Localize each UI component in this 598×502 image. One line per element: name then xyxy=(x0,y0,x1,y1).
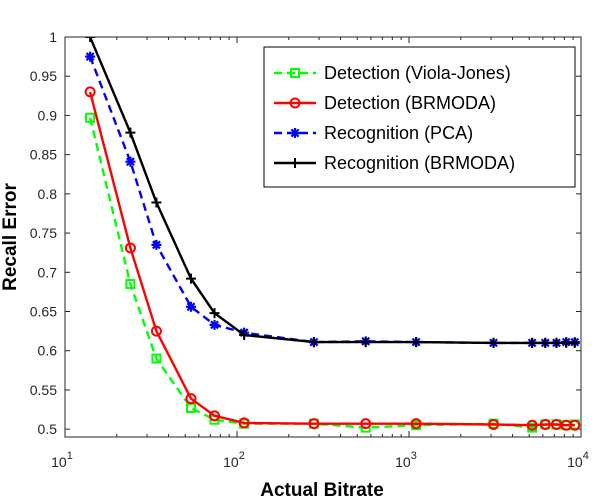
data-point xyxy=(150,325,162,337)
data-point xyxy=(488,337,499,348)
x-tick-exponent: 1 xyxy=(67,450,73,462)
x-tick-exponent: 3 xyxy=(411,450,417,462)
data-point xyxy=(85,51,96,62)
x-tick-exponent: 4 xyxy=(583,450,589,462)
y-axis-title: Recall Error xyxy=(0,183,21,291)
series-2 xyxy=(84,86,581,431)
data-point xyxy=(125,127,136,138)
data-point xyxy=(151,239,162,250)
y-axis-title-group: Recall Error xyxy=(0,183,21,291)
y-tick-label: 0.65 xyxy=(30,304,57,320)
y-tick-label: 1 xyxy=(49,29,57,45)
data-point xyxy=(125,156,136,167)
legend-label: Recognition (BRMODA) xyxy=(324,153,515,173)
data-point xyxy=(488,418,500,430)
series-4 xyxy=(85,37,580,348)
data-point xyxy=(84,86,96,98)
data-point xyxy=(308,418,320,430)
data-point xyxy=(360,337,371,348)
data-point xyxy=(569,419,581,431)
legend-label: Detection (Viola-Jones) xyxy=(324,63,511,83)
data-point xyxy=(360,418,372,430)
data-point xyxy=(551,337,562,348)
y-tick-label: 0.55 xyxy=(30,382,57,398)
data-point xyxy=(539,418,551,430)
data-point xyxy=(151,353,162,364)
data-point xyxy=(209,410,221,422)
data-point xyxy=(411,337,422,348)
x-axis-title-group: Actual Bitrate xyxy=(260,480,384,501)
y-tick-label: 0.5 xyxy=(38,421,58,437)
data-point xyxy=(151,197,162,208)
y-axis-ticks: 0.5 0.55 0.6 0.65 0.7 0.75 0.8 0.85 0.9 0.95 1 xyxy=(30,29,581,437)
data-point xyxy=(290,158,300,168)
data-point xyxy=(289,97,301,109)
data-point xyxy=(209,319,220,330)
y-tick-label: 0.85 xyxy=(30,147,57,163)
y-tick-label: 0.9 xyxy=(38,107,58,123)
data-point xyxy=(85,112,96,123)
data-point xyxy=(290,68,300,78)
data-point xyxy=(561,337,572,348)
data-point xyxy=(185,393,197,405)
y-tick-label: 0.95 xyxy=(30,68,57,84)
legend: Detection (Viola-Jones) Detection (BRMODA… xyxy=(263,46,576,188)
plot-frame xyxy=(64,36,582,438)
y-tick-label: 0.75 xyxy=(30,225,57,241)
data-point xyxy=(125,279,136,290)
y-tick-label: 0.8 xyxy=(38,186,58,202)
data-point xyxy=(540,337,551,348)
data-point xyxy=(85,37,96,42)
data-point xyxy=(185,301,196,312)
data-point xyxy=(526,419,538,431)
data-point xyxy=(569,337,580,348)
x-tick-exponent: 2 xyxy=(239,450,245,462)
data-point xyxy=(239,330,250,341)
x-tick-label: 103 xyxy=(395,450,417,470)
data-point xyxy=(209,308,220,319)
x-axis-title: Actual Bitrate xyxy=(260,480,384,501)
data-point xyxy=(410,418,422,430)
y-tick-label: 0.6 xyxy=(38,343,58,359)
legend-label: Detection (BRMODA) xyxy=(324,93,496,113)
x-tick-label: 102 xyxy=(223,450,245,470)
y-tick-label: 0.7 xyxy=(38,264,58,280)
x-tick-label: 101 xyxy=(51,450,73,470)
legend-label: Recognition (PCA) xyxy=(324,123,473,143)
data-point xyxy=(290,128,300,138)
x-tick-label: 104 xyxy=(567,450,589,470)
data-point xyxy=(124,242,136,254)
data-point xyxy=(185,273,196,284)
data-point xyxy=(308,337,319,348)
data-point xyxy=(238,417,250,429)
data-point xyxy=(527,337,538,348)
